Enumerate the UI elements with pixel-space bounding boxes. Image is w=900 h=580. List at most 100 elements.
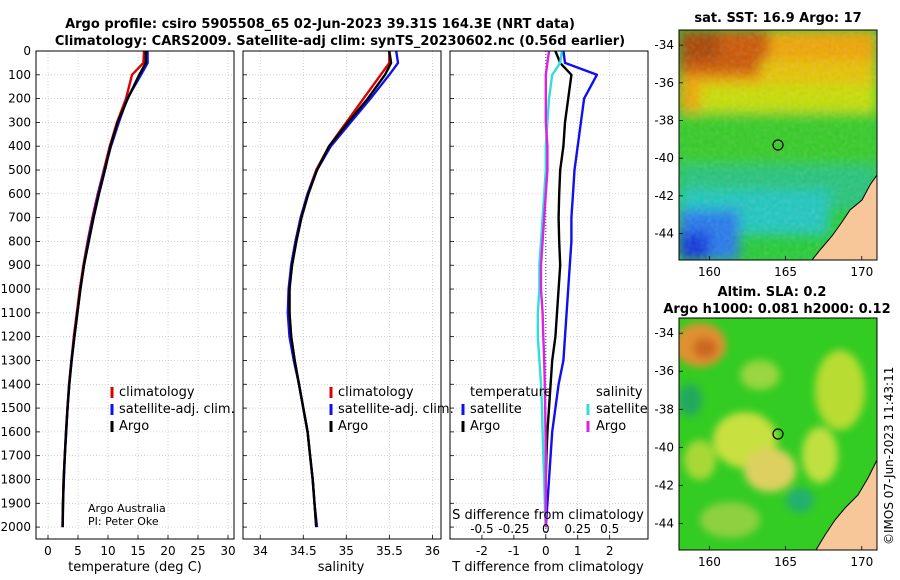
figure-title-line2: Climatology: CARS2009. Satellite-adj cli… [55, 34, 625, 49]
x-tick-label: 35 [339, 544, 354, 558]
salinity-panel: 34 34.5 35 35.5 36 salinity climatology sate… [242, 50, 454, 575]
series-line-t-argo [544, 50, 573, 528]
s-tick-label: 0 [542, 522, 550, 536]
lon-tick-label: 160 [698, 265, 721, 279]
sla-map: Altim. SLA: 0.2 Argo h1000: 0.081 h2000:… [654, 285, 890, 569]
legend-climatology-label: climatology [338, 385, 414, 400]
imos-stamp: ©IMOS 07-Jun-2023 11:43:11 [882, 367, 896, 545]
difference-panel: -2 -1 0 1 2 -0.5 -0.25 0 0.25 0.5 S difference f… [449, 50, 649, 575]
lat-tick-label: -38 [654, 402, 674, 416]
x-tick-label: 0 [542, 544, 550, 558]
depth-tick-label: 1700 [0, 449, 31, 463]
depth-tick-label: 200 [8, 92, 31, 106]
x-tick-label: 25 [190, 544, 205, 558]
depth-tick-label: 400 [8, 139, 31, 153]
sst-argo-marker [772, 139, 784, 151]
depth-tick-label: 1800 [0, 472, 31, 486]
lon-tick-label: 165 [774, 265, 797, 279]
depth-tick-label: 600 [8, 187, 31, 201]
x-tick-label: 34.5 [290, 544, 317, 558]
x-tick-label: 36 [425, 544, 440, 558]
salinity-axes-box [242, 50, 442, 540]
s-tick-label: 0.25 [564, 522, 591, 536]
depth-tick-label: 300 [8, 115, 31, 129]
lat-tick-label: -40 [654, 440, 674, 454]
s-tick-label: 0.5 [600, 522, 619, 536]
sst-lat-tick-labels: -34 -36 -38 -40 -42 -44 [654, 38, 683, 241]
x-tick-label: -1 [508, 544, 520, 558]
t-difference-tick-labels: -2 -1 0 1 2 [476, 544, 614, 558]
depth-tick-label: 1100 [0, 306, 31, 320]
sla-argo-marker [772, 428, 784, 440]
depth-tick-label: 100 [8, 68, 31, 82]
x-tick-label: 2 [606, 544, 614, 558]
temperature-panel: 0100200300400500600700800900100011001200… [0, 44, 235, 575]
lon-tick-label: 170 [850, 555, 873, 569]
lat-tick-label: -42 [654, 478, 674, 492]
s-difference-label: S difference from climatology [452, 508, 644, 523]
lat-tick-label: -34 [654, 326, 674, 340]
sst-map-frame [678, 29, 878, 261]
sla-map-title2: Argo h1000: 0.081 h2000: 0.12 [663, 302, 890, 317]
legend-argo-label: Argo [338, 419, 368, 434]
x-tick-label: 15 [130, 544, 145, 558]
legend-t-argo-label: Argo [470, 419, 500, 434]
legend-climatology-label: climatology [119, 385, 195, 400]
legend-s-argo-label: Argo [596, 419, 626, 434]
temperature-axes-box [35, 50, 235, 540]
salinity-series [286, 50, 400, 528]
s-difference-tick-labels: -0.5 -0.25 0 0.25 0.5 [470, 522, 619, 536]
sst-map-title: sat. SST: 16.9 Argo: 17 [694, 11, 861, 26]
series-line-t-satellite [544, 50, 599, 528]
depth-tick-label: 500 [8, 163, 31, 177]
difference-series [536, 50, 599, 528]
sst-map: sat. SST: 16.9 Argo: 17 -34-36-38-40-42-… [654, 11, 878, 279]
temperature-tick-labels: 0 5 10 15 20 25 30 [44, 544, 235, 558]
depth-tick-label: 1000 [0, 282, 31, 296]
depth-tick-label: 700 [8, 211, 31, 225]
lat-tick-label: -42 [654, 189, 674, 203]
legend-satellite-label: satellite-adj. clim. [119, 402, 235, 417]
x-tick-label: 1 [574, 544, 582, 558]
lon-tick-label: 170 [850, 265, 873, 279]
depth-tick-labels: 0 100 200 300 400 500 600 700 800 900 1000 1100 1200… [0, 44, 31, 534]
depth-tick-label: 1600 [0, 425, 31, 439]
series-line-argo [61, 51, 148, 528]
difference-legend: temperature satellite Argo salinity sate… [461, 385, 648, 434]
lat-tick-label: -44 [654, 227, 674, 241]
credit-line1: Argo Australia [88, 502, 166, 515]
series-line-s-satellite [536, 50, 563, 528]
series-line-argo [288, 50, 393, 528]
series-line-s-argo [539, 50, 551, 528]
t-difference-xlabel: T difference from climatology [451, 560, 644, 575]
temperature-xlabel: temperature (deg C) [68, 560, 202, 575]
depth-tick-label: 1400 [0, 377, 31, 391]
salinity-grid [243, 50, 441, 539]
lat-tick-label: -44 [654, 516, 674, 530]
temperature-grid [36, 50, 234, 539]
legend-argo-label: Argo [119, 419, 149, 434]
s-tick-label: -0.25 [498, 522, 529, 536]
lat-tick-label: -38 [654, 113, 674, 127]
lon-tick-label: 165 [774, 555, 797, 569]
sst-field [679, 30, 877, 260]
series-line-climatology [61, 50, 146, 528]
legend-temperature-title: temperature [470, 385, 552, 400]
sla-lat-tick-labels: -34 -36 -38 -40 -42 -44 [654, 326, 683, 530]
x-tick-label: 5 [74, 544, 82, 558]
s-tick-label: -0.5 [470, 522, 493, 536]
x-tick-label: -2 [476, 544, 488, 558]
sla-map-title: Altim. SLA: 0.2 [718, 285, 827, 300]
depth-tick-label: 900 [8, 258, 31, 272]
salinity-legend: climatology satellite-adj. clim. Argo [329, 385, 454, 434]
lon-tick-label: 160 [698, 555, 721, 569]
lat-tick-label: -40 [654, 151, 674, 165]
temperature-series [61, 50, 149, 528]
depth-tick-label: 1500 [0, 401, 31, 415]
depth-tick-label: 1900 [0, 496, 31, 510]
depth-tick-label: 800 [8, 234, 31, 248]
difference-axes-box [449, 50, 649, 540]
sla-lon-tick-labels: 160 165 170 [698, 546, 873, 569]
x-tick-label: 20 [160, 544, 175, 558]
temperature-legend: climatology satellite-adj. clim. Argo [110, 385, 235, 434]
